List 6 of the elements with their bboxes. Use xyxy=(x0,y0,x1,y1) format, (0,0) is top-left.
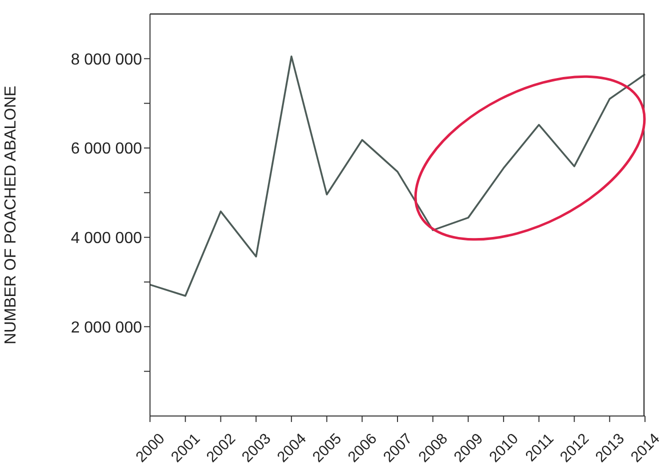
y-tick-label: 6 000 000 xyxy=(70,140,142,158)
y-tick-label: 4 000 000 xyxy=(70,230,142,248)
y-axis-title: NUMBER OF POACHED ABALONE xyxy=(2,86,20,344)
y-tick-label: 2 000 000 xyxy=(70,319,142,336)
line-series xyxy=(149,56,646,297)
y-tick-label: 8 000 000 xyxy=(70,51,142,68)
